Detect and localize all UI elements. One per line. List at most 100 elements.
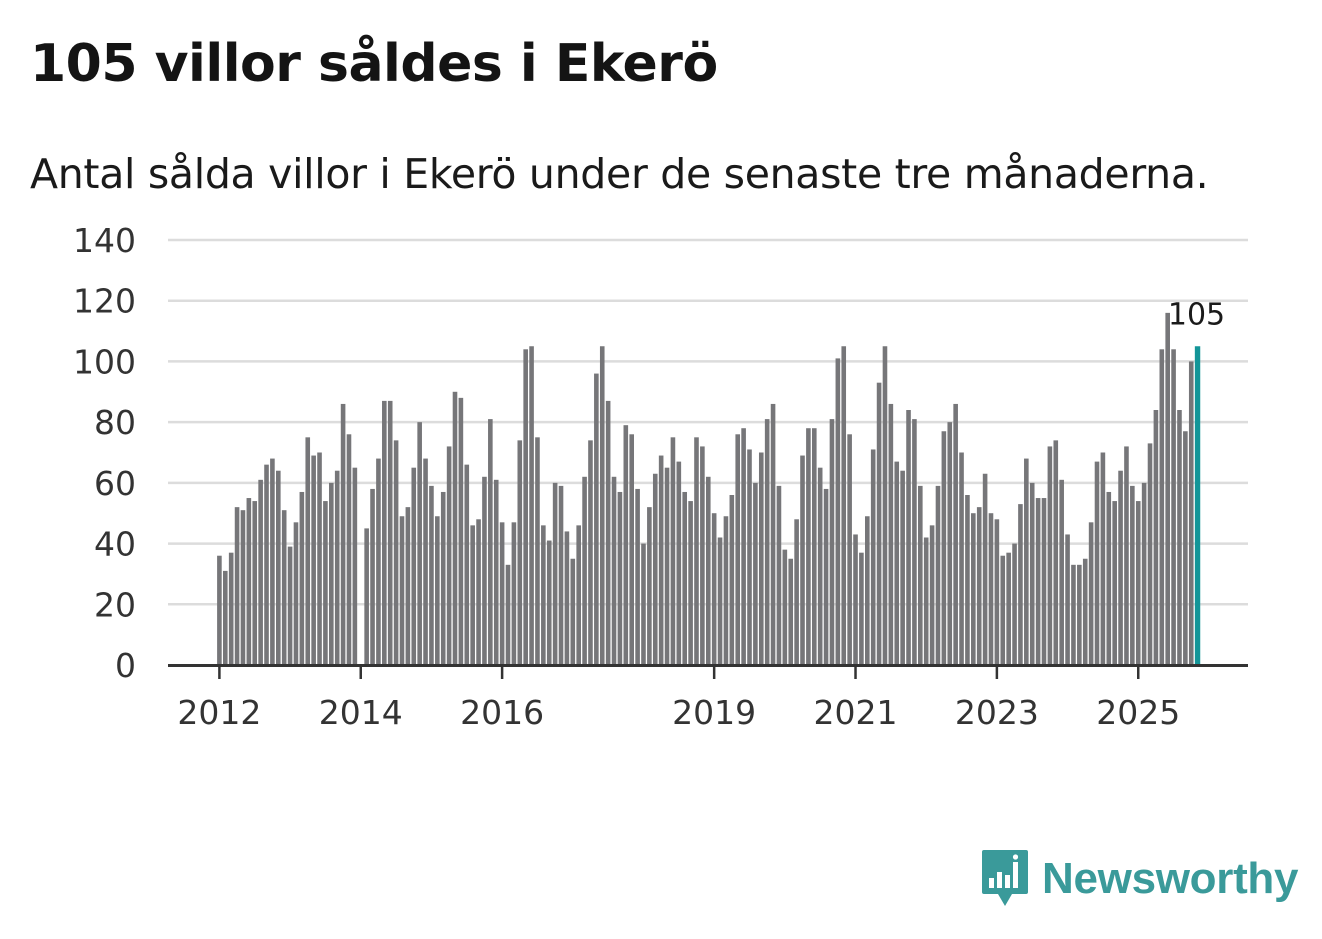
bar bbox=[1047, 446, 1053, 665]
bar bbox=[1012, 543, 1017, 665]
bar bbox=[723, 516, 729, 665]
bar bbox=[429, 485, 434, 665]
bar bbox=[670, 437, 676, 665]
bar bbox=[234, 507, 240, 665]
bar bbox=[782, 549, 788, 665]
bar bbox=[1188, 361, 1194, 665]
x-tick-label: 2021 bbox=[814, 693, 898, 732]
bar bbox=[688, 501, 693, 665]
bar bbox=[753, 482, 758, 665]
bar bbox=[1094, 461, 1100, 665]
bar bbox=[1082, 558, 1088, 665]
bar bbox=[582, 476, 587, 665]
bar bbox=[1071, 564, 1076, 665]
bar bbox=[841, 346, 847, 665]
bar-series bbox=[217, 312, 1201, 665]
bar bbox=[270, 458, 275, 665]
bar bbox=[570, 558, 576, 665]
bar bbox=[982, 473, 988, 665]
bar bbox=[599, 346, 605, 665]
bar bbox=[676, 461, 682, 665]
bar bbox=[1100, 452, 1106, 665]
bar bbox=[700, 446, 705, 665]
bar bbox=[464, 464, 470, 665]
bar bbox=[859, 552, 864, 665]
bar bbox=[317, 452, 322, 665]
bar bbox=[505, 564, 511, 665]
bar bbox=[694, 437, 699, 665]
bar bbox=[576, 525, 581, 665]
bar bbox=[1065, 534, 1070, 665]
y-tick-label: 60 bbox=[94, 464, 136, 503]
bar bbox=[1124, 446, 1129, 665]
bar bbox=[847, 434, 852, 665]
bar bbox=[788, 558, 794, 665]
x-axis bbox=[168, 664, 1248, 679]
bar bbox=[682, 491, 688, 665]
bar bbox=[770, 403, 776, 665]
bar bbox=[1135, 501, 1141, 665]
bar bbox=[888, 403, 894, 665]
bar bbox=[1024, 458, 1029, 665]
bar bbox=[376, 458, 381, 665]
x-tick-label: 2025 bbox=[1096, 693, 1180, 732]
bar bbox=[423, 458, 428, 665]
bar bbox=[1059, 479, 1064, 665]
bar bbox=[217, 555, 222, 665]
bar bbox=[894, 461, 900, 665]
bar bbox=[1177, 410, 1182, 665]
bar bbox=[1183, 431, 1188, 665]
bar bbox=[1053, 440, 1059, 665]
bar bbox=[629, 434, 634, 665]
bar bbox=[393, 440, 399, 665]
bar bbox=[276, 470, 281, 665]
x-tick-label: 2019 bbox=[672, 693, 756, 732]
bar bbox=[493, 479, 499, 665]
bar bbox=[912, 419, 917, 665]
bar bbox=[829, 419, 835, 665]
bar bbox=[293, 522, 299, 665]
bar bbox=[1041, 498, 1047, 665]
bar bbox=[735, 434, 741, 665]
bar bbox=[870, 449, 876, 665]
bar bbox=[329, 482, 334, 665]
bar bbox=[611, 476, 617, 665]
bar bbox=[370, 488, 375, 665]
bar bbox=[222, 570, 228, 665]
bar bbox=[517, 440, 523, 665]
bar bbox=[305, 437, 311, 665]
bar bbox=[334, 470, 340, 665]
y-tick-label: 0 bbox=[115, 646, 136, 685]
bar bbox=[1153, 410, 1159, 665]
bar bbox=[435, 516, 440, 665]
bar bbox=[1029, 482, 1035, 665]
bar bbox=[647, 507, 652, 665]
bar bbox=[1171, 349, 1176, 665]
bar bbox=[800, 455, 805, 665]
bar bbox=[405, 507, 411, 665]
bar bbox=[882, 346, 888, 665]
bar bbox=[1118, 470, 1123, 665]
bar bbox=[258, 479, 263, 665]
bar bbox=[941, 431, 947, 665]
bar bbox=[658, 455, 664, 665]
bar-highlight bbox=[1194, 346, 1201, 665]
y-tick-label: 140 bbox=[73, 221, 136, 260]
bar bbox=[623, 425, 629, 665]
bar bbox=[1077, 564, 1082, 665]
bar bbox=[947, 422, 953, 665]
bar bbox=[417, 422, 422, 665]
bar bbox=[865, 516, 870, 665]
bar bbox=[252, 501, 258, 665]
bar bbox=[523, 349, 528, 665]
bar bbox=[906, 410, 911, 665]
y-tick-label: 120 bbox=[73, 282, 136, 321]
bar bbox=[1088, 522, 1094, 665]
bar bbox=[440, 491, 446, 665]
bar bbox=[287, 546, 293, 665]
bar bbox=[923, 537, 929, 665]
bar bbox=[617, 491, 623, 665]
bar bbox=[382, 400, 387, 665]
y-tick-label: 100 bbox=[73, 342, 136, 381]
